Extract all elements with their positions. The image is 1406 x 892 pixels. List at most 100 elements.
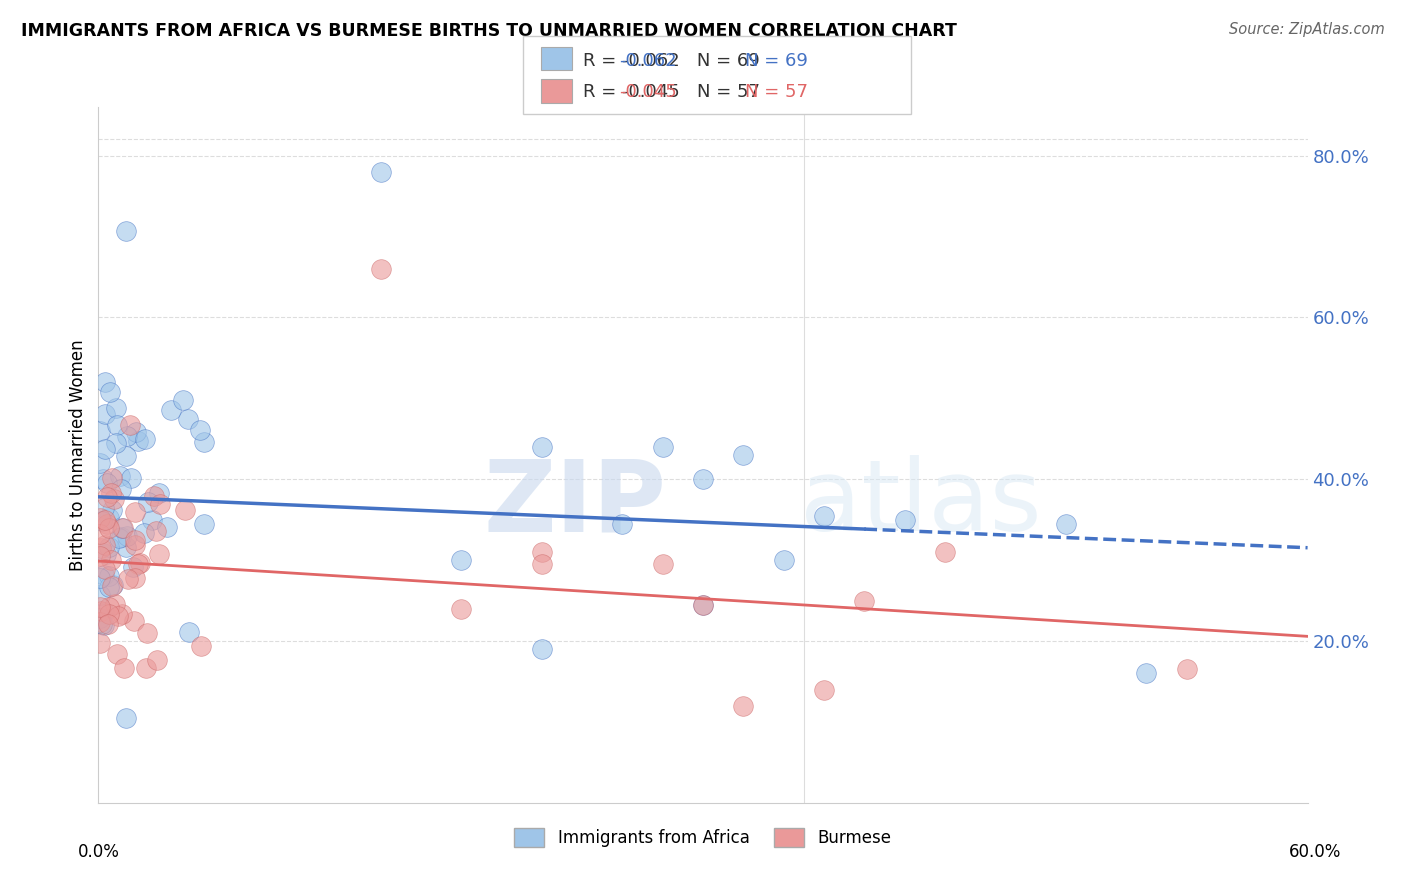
Point (128, 556, 150, 570)
Point (108, 531, 131, 545)
Point (117, 572, 139, 586)
Point (148, 485, 170, 500)
Point (124, 505, 146, 519)
Point (127, 557, 149, 571)
Point (651, 440, 673, 454)
Point (94, 547, 117, 561)
Point (101, 502, 124, 516)
Point (530, 642, 553, 657)
Point (115, 529, 138, 543)
Point (94, 513, 117, 527)
Point (692, 472, 714, 486)
Point (89, 571, 111, 585)
Point (89, 588, 111, 602)
Point (89, 615, 111, 629)
Point (110, 482, 132, 496)
Point (530, 545, 553, 559)
Text: 60.0%: 60.0% (1288, 843, 1341, 861)
Text: atlas: atlas (800, 455, 1042, 552)
Point (370, 261, 392, 276)
Point (132, 526, 155, 541)
Text: IMMIGRANTS FROM AFRICA VS BURMESE BIRTHS TO UNMARRIED WOMEN CORRELATION CHART: IMMIGRANTS FROM AFRICA VS BURMESE BIRTHS… (21, 22, 957, 40)
Point (103, 491, 125, 506)
Point (93, 408, 115, 422)
Text: N = 57: N = 57 (745, 83, 808, 101)
Point (111, 521, 134, 535)
Point (134, 432, 156, 446)
Point (93, 606, 115, 620)
Point (91, 514, 114, 528)
Point (97, 581, 120, 595)
Point (893, 513, 915, 527)
Point (112, 521, 135, 535)
Point (105, 417, 128, 432)
Point (114, 224, 136, 238)
Point (107, 609, 129, 624)
Point (104, 597, 127, 611)
Point (122, 560, 145, 574)
Text: 0.0%: 0.0% (77, 843, 120, 861)
Point (98, 607, 121, 621)
Point (89, 611, 111, 625)
Point (115, 711, 138, 725)
Text: ZIP: ZIP (484, 455, 666, 552)
Point (733, 448, 755, 462)
Point (733, 698, 755, 713)
Point (98, 540, 121, 554)
Point (93, 501, 115, 516)
Point (813, 682, 835, 697)
Point (1054, 516, 1077, 531)
Point (96, 475, 118, 490)
Point (124, 533, 146, 548)
Text: R = -0.045   N = 57: R = -0.045 N = 57 (583, 83, 761, 101)
Point (1135, 666, 1157, 681)
Point (177, 412, 200, 426)
Point (98, 511, 121, 525)
Point (122, 614, 145, 628)
Text: N = 69: N = 69 (745, 52, 808, 70)
Point (193, 517, 215, 532)
Point (651, 557, 673, 571)
Text: -0.062: -0.062 (619, 52, 676, 70)
Point (98, 385, 121, 400)
Point (89, 424, 111, 438)
Point (100, 486, 122, 500)
Point (370, 165, 392, 179)
Point (136, 626, 159, 640)
Point (97, 599, 120, 614)
Point (94, 561, 117, 575)
Point (450, 601, 472, 615)
Point (173, 503, 195, 517)
Point (89, 527, 111, 541)
Point (112, 661, 135, 675)
Point (89, 456, 111, 470)
Point (135, 660, 157, 674)
Point (110, 469, 132, 483)
Point (450, 553, 472, 567)
Point (145, 653, 167, 667)
Text: -0.045: -0.045 (619, 83, 676, 101)
Point (127, 434, 149, 448)
Point (93, 442, 115, 456)
Point (692, 598, 714, 612)
Point (104, 401, 127, 415)
Point (104, 436, 127, 450)
Point (160, 402, 183, 417)
Point (934, 545, 956, 559)
Point (93, 567, 115, 582)
Point (155, 520, 177, 534)
Point (100, 553, 122, 567)
Point (124, 425, 146, 439)
Point (118, 417, 141, 432)
Point (93, 618, 115, 632)
Point (96, 490, 118, 504)
Point (91, 473, 114, 487)
Point (96, 516, 118, 531)
Point (97, 569, 120, 583)
Point (188, 423, 211, 437)
Point (101, 579, 124, 593)
Point (101, 578, 124, 592)
Point (1175, 662, 1198, 676)
Point (105, 648, 128, 662)
Point (101, 471, 124, 485)
